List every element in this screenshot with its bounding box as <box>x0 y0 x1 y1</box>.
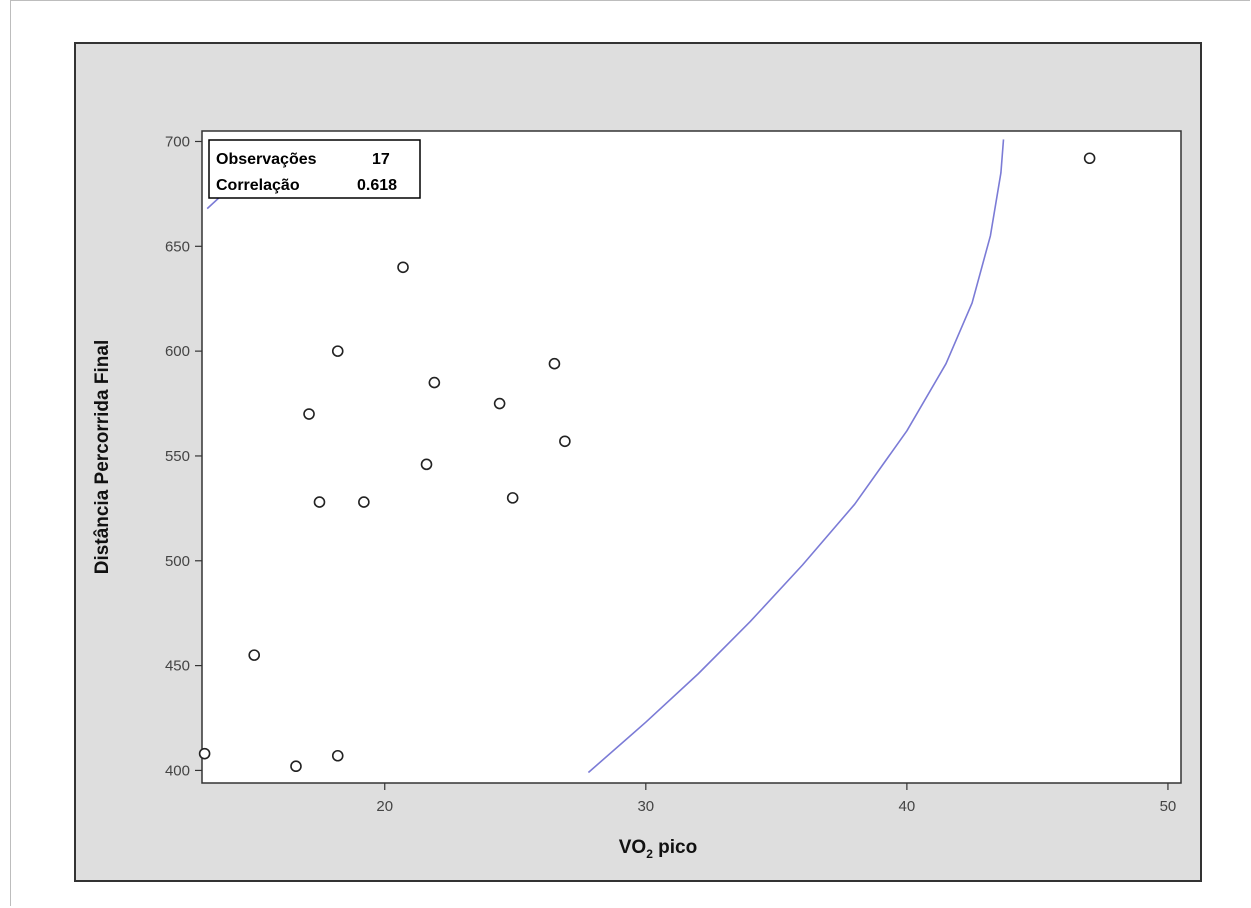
stats-observations-value: 17 <box>372 151 390 168</box>
data-point <box>1083 152 1096 165</box>
data-point <box>420 458 433 471</box>
scatter-chart: 400 450 500 550 600 650 700 20 30 40 50 Observaçõ… <box>92 130 1182 861</box>
stats-box: Observações 17 Correlação 0.618 <box>208 139 421 199</box>
y-tick-label: 600 <box>165 343 190 360</box>
data-point <box>548 357 561 370</box>
x-axis: 20 30 40 50 <box>376 783 1176 815</box>
x-tick-label: 30 <box>637 798 654 815</box>
x-tick-label: 20 <box>376 798 393 815</box>
plot-area <box>201 130 1182 784</box>
data-point <box>248 649 261 661</box>
data-point <box>313 496 326 508</box>
y-tick-label: 700 <box>165 133 190 150</box>
stats-correlation-value: 0.618 <box>357 177 397 194</box>
data-point <box>559 435 571 448</box>
y-tick-label: 550 <box>165 448 190 465</box>
x-tick-label: 50 <box>1160 798 1177 815</box>
page-frame <box>10 0 1250 906</box>
data-point <box>506 492 519 504</box>
y-tick-label: 450 <box>165 658 190 675</box>
x-axis-title: VO2 pico <box>619 837 697 861</box>
y-axis-title: Distância Percorrida Final <box>92 340 113 574</box>
data-point <box>397 261 409 274</box>
data-point <box>358 496 370 508</box>
x-axis-title-main: VO <box>619 837 646 858</box>
x-axis-title-subscript: 2 <box>646 847 653 861</box>
y-tick-label: 400 <box>165 762 190 779</box>
y-axis: 400 450 500 550 600 650 700 <box>165 133 202 779</box>
data-points <box>198 152 1096 773</box>
y-tick-label: 650 <box>165 238 190 255</box>
stats-box-frame <box>208 139 421 199</box>
chart-panel: 400 450 500 550 600 650 700 20 30 40 50 Observaçõ… <box>74 42 1202 882</box>
data-point <box>303 408 315 420</box>
data-point <box>198 747 211 760</box>
data-point <box>331 345 344 357</box>
data-point <box>331 749 344 762</box>
data-point <box>290 760 302 773</box>
y-tick-label: 500 <box>165 553 190 570</box>
stats-observations-label: Observações <box>216 151 317 168</box>
x-tick-label: 40 <box>899 798 916 815</box>
x-axis-title-suffix: pico <box>653 837 697 858</box>
data-point <box>428 376 441 389</box>
data-point <box>493 397 506 410</box>
stats-correlation-label: Correlação <box>216 177 300 194</box>
ellipse-segment-right <box>587 139 1005 774</box>
